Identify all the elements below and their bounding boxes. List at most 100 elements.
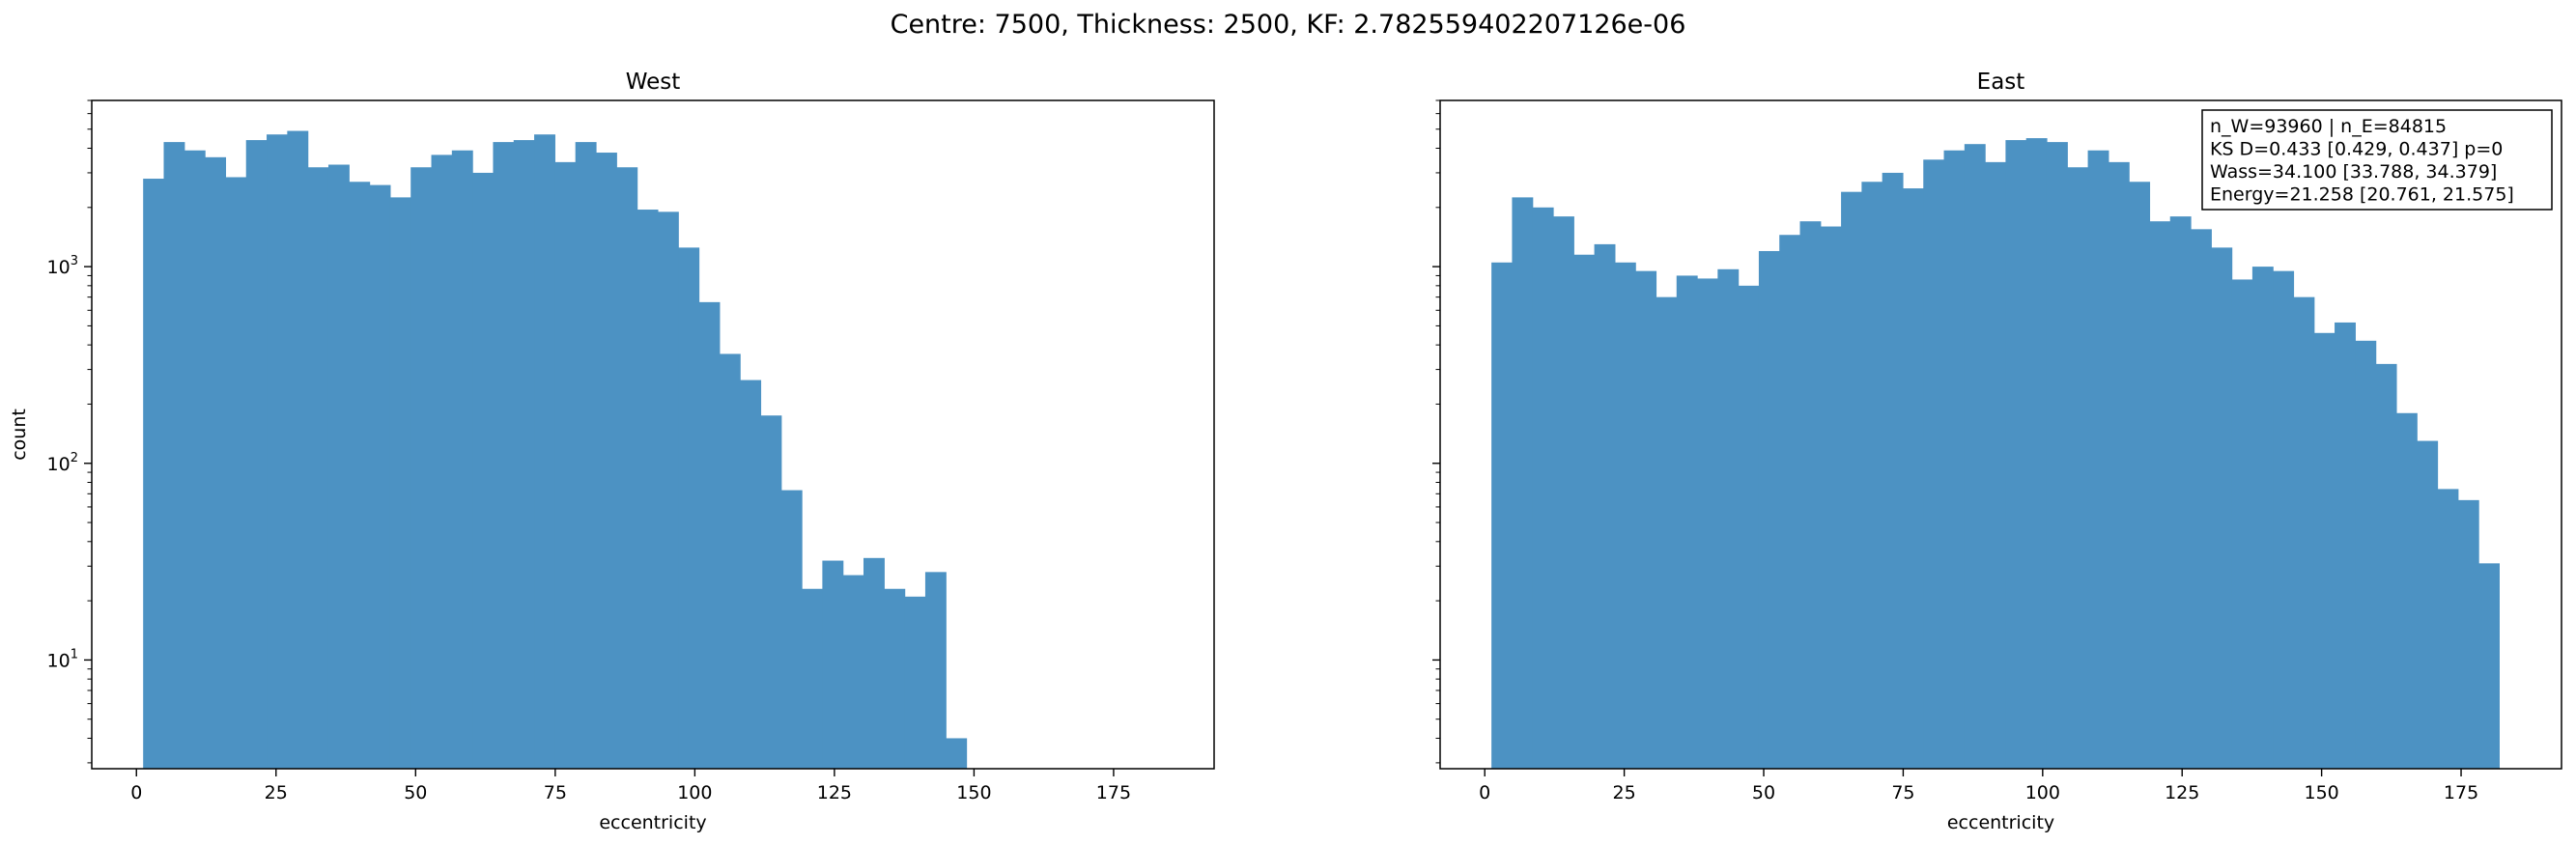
- stats-line: Energy=21.258 [20.761, 21.575]: [2210, 184, 2514, 206]
- histogram-bar: [1882, 172, 1904, 769]
- histogram-bar: [410, 167, 433, 769]
- histogram-bar: [2437, 489, 2459, 769]
- histogram-bar: [184, 150, 206, 769]
- histogram-bar: [493, 142, 515, 770]
- histogram-bar: [1841, 191, 1862, 770]
- x-tick-label: 175: [2444, 782, 2478, 803]
- histogram-bar: [780, 490, 803, 769]
- histogram-bar: [1553, 216, 1574, 769]
- histogram-bar: [2293, 296, 2315, 769]
- histogram-bar: [2251, 267, 2274, 770]
- histogram-bar: [1758, 250, 1780, 770]
- histogram-bar: [245, 140, 268, 769]
- histogram-bar: [1985, 161, 2007, 770]
- x-tick-label: 100: [2025, 782, 2060, 803]
- histogram-bar: [1779, 235, 1801, 769]
- y-tick-label: 103: [47, 254, 78, 278]
- axes-frame: [91, 99, 1215, 770]
- histogram-bar: [637, 210, 659, 769]
- histogram-bar: [2108, 161, 2130, 770]
- histogram-bar: [163, 142, 185, 770]
- histogram-bar: [1614, 262, 1636, 769]
- histogram-bar: [904, 596, 926, 769]
- x-tick-label: 125: [817, 782, 852, 803]
- histogram-bar: [822, 560, 844, 769]
- histogram-bar: [842, 575, 864, 769]
- stats-line: KS D=0.433 [0.429, 0.437] p=0: [2210, 139, 2503, 160]
- x-tick-label: 50: [1752, 782, 1775, 803]
- x-tick-label: 25: [1613, 782, 1636, 803]
- x-axis-label: eccentricity: [1947, 812, 2054, 833]
- histogram-bar: [389, 197, 411, 770]
- histogram-bar: [1573, 254, 1596, 769]
- x-tick-label: 25: [265, 782, 288, 803]
- histogram-bar: [863, 557, 885, 769]
- histogram-bar: [719, 353, 741, 769]
- histogram-bar: [267, 134, 288, 770]
- histogram-bar: [1861, 182, 1883, 769]
- histogram-bar: [2231, 279, 2253, 769]
- histogram-bar: [143, 179, 165, 769]
- histogram-bar: [554, 161, 577, 770]
- axes-frame: [1439, 99, 2562, 770]
- histogram-bar: [1964, 144, 1986, 769]
- histogram-bar: [349, 182, 371, 769]
- y-axis-label: count: [9, 408, 30, 461]
- histogram-bar: [2149, 221, 2171, 769]
- histogram-bar: [1799, 221, 1822, 769]
- histogram-bar: [431, 155, 453, 769]
- histogram-bar: [2313, 332, 2335, 769]
- x-tick-label: 0: [1479, 782, 1490, 803]
- axes-title: West: [626, 70, 681, 95]
- x-tick-label: 100: [677, 782, 712, 803]
- histogram-bar: [1738, 285, 1760, 769]
- histogram-bar: [2025, 138, 2048, 770]
- histogram-bar: [2355, 340, 2377, 769]
- histogram-bar: [2211, 247, 2233, 769]
- histogram-bar: [1717, 268, 1740, 770]
- histogram-bar: [2417, 440, 2439, 769]
- histogram-bar: [1676, 275, 1698, 769]
- histogram-bar: [1697, 278, 1718, 769]
- histogram-bar: [2191, 229, 2212, 770]
- x-tick-label: 75: [1891, 782, 1914, 803]
- histogram-bar: [884, 588, 906, 769]
- histogram-bar: [2273, 270, 2295, 770]
- histogram-bar: [534, 134, 555, 770]
- x-tick-label: 75: [544, 782, 567, 803]
- y-tick-label: 102: [47, 451, 78, 475]
- histogram-bar: [595, 153, 617, 769]
- histogram-bar: [575, 142, 597, 770]
- histogram-bar: [2067, 167, 2089, 769]
- panel-east: 0 25 50 75 100 125 150 175 East eccentricity n_W=9…: [1432, 70, 2562, 833]
- histogram-bar: [1532, 207, 1554, 770]
- histogram-bar: [205, 156, 227, 769]
- histogram-bar: [2087, 150, 2109, 769]
- x-tick-label: 175: [1096, 782, 1131, 803]
- histogram-bar: [924, 572, 947, 769]
- x-tick-label: 0: [130, 782, 142, 803]
- histogram-bar: [2046, 142, 2068, 770]
- x-tick-label: 150: [2304, 782, 2338, 803]
- histogram-bar: [2335, 322, 2356, 769]
- x-tick-label: 125: [2165, 782, 2199, 803]
- stats-box: [2201, 109, 2553, 211]
- histogram-bar: [802, 588, 823, 769]
- panel-west: 0 25 50 75 100 125 150 175 101 102 103 West eccentri…: [9, 70, 1215, 833]
- stats-line: n_W=93960 | n_E=84815: [2210, 116, 2447, 137]
- figure-title: Centre: 7500, Thickness: 2500, KF: 2.782…: [890, 10, 1686, 40]
- histogram-bar: [2457, 499, 2479, 769]
- x-axis-label: eccentricity: [599, 812, 706, 833]
- histogram-bar: [678, 247, 700, 769]
- histogram-bar: [307, 167, 329, 769]
- histogram-bar: [616, 167, 638, 769]
- histogram-bar: [2005, 140, 2027, 769]
- histogram-bar: [451, 150, 473, 769]
- histogram-bar: [1902, 188, 1924, 769]
- histogram-bar: [369, 184, 391, 770]
- x-tick-label: 50: [404, 782, 427, 803]
- axes-title: East: [1977, 70, 2025, 95]
- histogram-bar: [225, 177, 247, 770]
- x-tick-label: 150: [956, 782, 991, 803]
- histogram-bar: [1656, 296, 1678, 769]
